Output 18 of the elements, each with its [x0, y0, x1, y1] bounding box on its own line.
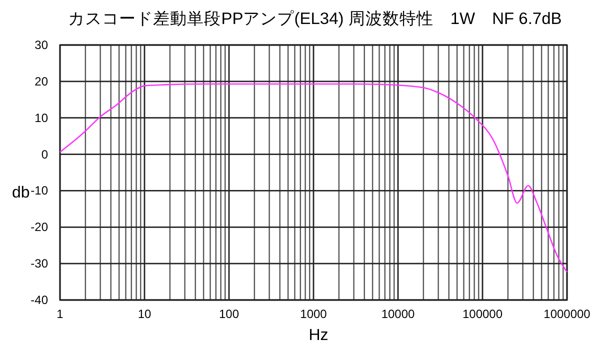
chart-title: カスコード差動単段PPアンプ(EL34) 周波数特性 1W NF 6.7dB [68, 9, 562, 28]
x-axis-title: Hz [308, 327, 328, 344]
y-tick-label: 0 [41, 147, 48, 162]
y-tick-label: -20 [30, 220, 48, 234]
x-tick-label: 100000 [462, 307, 503, 321]
y-tick-label: 30 [34, 38, 48, 52]
x-tick-label: 100 [218, 307, 240, 321]
y-tick-label: 10 [34, 110, 48, 125]
y-tick-label: -10 [30, 184, 48, 198]
y-tick-label: -40 [30, 293, 48, 307]
x-tick-label: 1000 [300, 307, 328, 321]
y-tick-label: 20 [34, 74, 48, 88]
x-tick-label: 10 [138, 307, 152, 321]
y-tick-label: -30 [30, 256, 48, 271]
x-tick-label: 1 [56, 307, 64, 321]
y-axis-title: db [12, 184, 30, 202]
x-tick-label: 1000000 [544, 307, 591, 321]
x-tick-label: 10000 [381, 307, 416, 321]
